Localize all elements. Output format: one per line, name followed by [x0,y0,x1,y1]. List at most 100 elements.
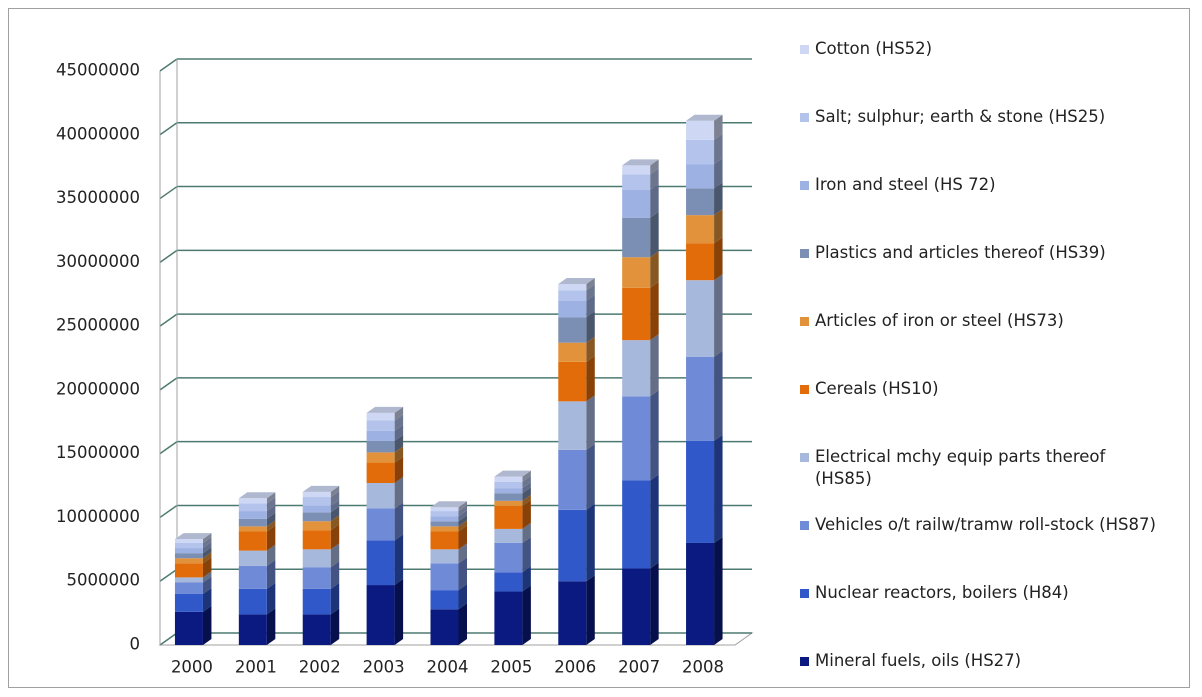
bar [622,396,651,481]
bar [494,572,523,592]
bar-side [394,579,404,645]
bar [238,498,267,504]
bar-side [202,571,212,583]
bar [174,593,203,612]
x-tick-label: 2003 [363,658,405,677]
legend-label: Nuclear reactors, boilers (H84) [815,583,1069,602]
bar-side [458,603,467,645]
bar [302,497,331,506]
bar-side [266,497,276,512]
bar [174,582,203,594]
bar [238,614,267,645]
bar-side [394,456,404,484]
bar [622,568,651,645]
bar [366,483,395,509]
bar-side [522,475,531,489]
bar [430,563,459,591]
bar [174,539,203,543]
bar-top [558,278,595,285]
bar [430,516,459,522]
y-tick-label: 10000000 [56,507,140,526]
bar [622,480,651,569]
grid-diagonal [159,632,178,646]
bar [622,174,651,190]
bar [622,165,651,175]
y-tick-label: 15000000 [56,443,140,462]
bar-side [586,278,595,291]
y-tick-label: 45000000 [56,61,140,80]
bar-side [650,159,659,175]
bar-side [714,536,723,645]
bar-side [458,557,467,591]
bar-side [650,562,659,645]
bar [558,284,587,291]
bar [366,430,395,441]
bar-side [586,311,595,343]
bar-side [586,575,595,645]
bar-side [650,281,659,341]
bar-side [458,501,467,512]
bar-side [330,506,340,522]
bar [494,476,523,482]
bar-side [714,182,723,216]
bar [622,340,651,397]
bar-top [302,485,340,492]
bar-side [458,525,467,550]
legend-swatch [800,181,809,190]
legend-item: Salt; sulphur; earth & stone (HS25) [800,106,1160,128]
bar-side [650,183,659,218]
bar-top [686,114,723,121]
bar-side [458,543,467,564]
bar [174,548,203,554]
bar [558,449,587,510]
bar-side [266,505,276,519]
bar-side [650,251,659,288]
legend-swatch [800,657,809,666]
bar-side [586,503,595,582]
bar [686,243,715,281]
bar [622,189,651,218]
bar-side [714,350,723,441]
bar [174,611,203,645]
legend-label: Cotton (HS52) [815,39,933,58]
bar [366,462,395,484]
bar-side [458,505,467,517]
bar [366,440,395,453]
grid-diagonal [159,249,178,263]
bar [366,420,395,431]
bar [302,512,331,522]
bar [430,609,459,645]
bar [558,509,587,582]
bar [238,531,267,551]
bar-side [330,543,340,568]
legend-item: Cotton (HS52) [800,38,1160,60]
bar-side [586,284,595,301]
bar-side [330,499,340,513]
bar-side [266,544,276,566]
bar [302,505,331,513]
bar [558,290,587,301]
bar [622,217,651,258]
y-tick-label: 5000000 [67,571,141,590]
bar-side [330,582,340,615]
bar-side [458,520,467,532]
legend-swatch [800,453,809,462]
legend-swatch [800,385,809,394]
bar [494,591,523,645]
legend-label: Vehicles o/t railw/tramw roll-stock (HS8… [815,515,1156,534]
legend-label: Articles of iron or steel (HS73) [815,311,1064,330]
bar-side [714,434,723,543]
legend-swatch [800,45,809,54]
bar [558,361,587,402]
bar-side [714,114,723,140]
bar-side [650,474,659,569]
bar [494,500,523,506]
bar [366,585,395,645]
bar [494,505,523,529]
chart-frame [8,8,1190,688]
x-tick-label: 2005 [490,658,532,677]
bar [622,287,651,341]
bar-side [586,443,595,510]
bar [302,614,331,645]
